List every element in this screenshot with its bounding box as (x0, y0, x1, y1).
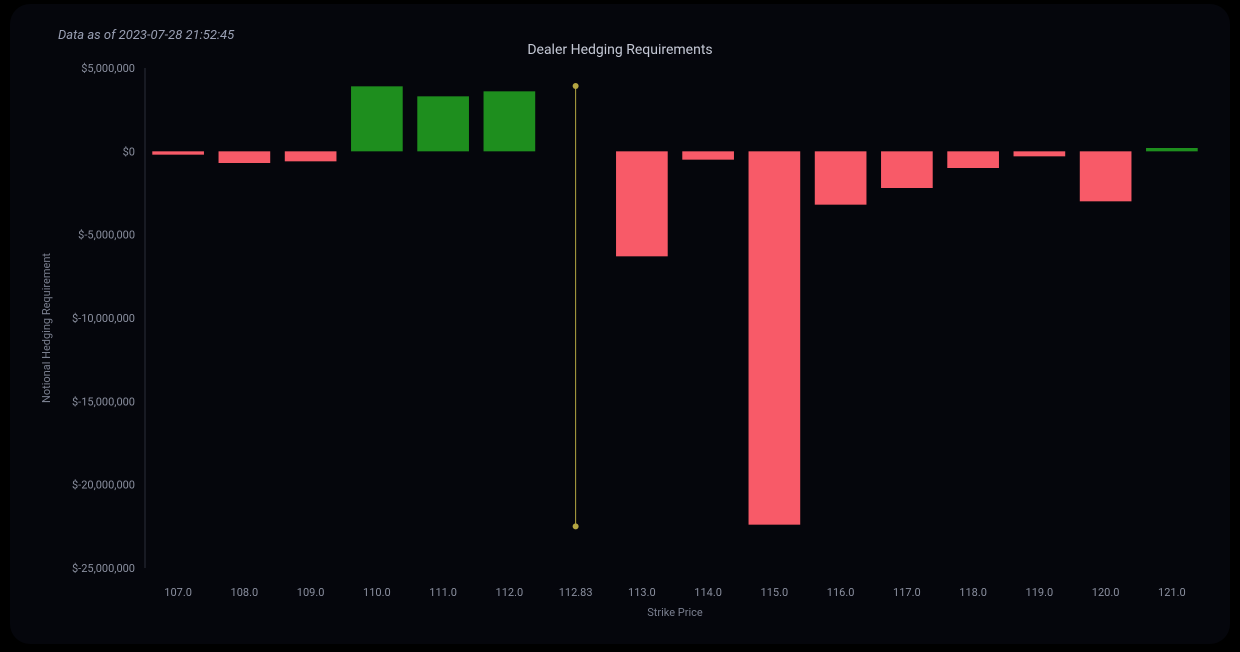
bar (682, 151, 734, 159)
y-tick-label: $-5,000,000 (78, 229, 135, 242)
bar (881, 151, 933, 188)
bar (815, 151, 867, 204)
y-tick-label: $-15,000,000 (72, 395, 135, 408)
x-tick-label: 111.0 (429, 586, 457, 599)
y-tick-label: $-25,000,000 (72, 562, 135, 575)
bar (947, 151, 999, 168)
bar (1146, 148, 1198, 151)
bar (616, 151, 668, 256)
x-tick-label: 116.0 (827, 586, 855, 599)
x-tick-label: 108.0 (231, 586, 259, 599)
y-tick-label: $-20,000,000 (72, 479, 135, 492)
y-tick-label: $5,000,000 (81, 62, 135, 75)
chart-panel: Data as of 2023-07-28 21:52:45 Dealer He… (10, 4, 1230, 644)
data-timestamp: Data as of 2023-07-28 21:52:45 (58, 28, 234, 43)
chart-title: Dealer Hedging Requirements (10, 42, 1230, 58)
x-tick-label: 107.0 (164, 586, 192, 599)
bar (219, 151, 271, 163)
x-tick-label: 110.0 (363, 586, 391, 599)
bar (285, 151, 337, 161)
bar (152, 151, 204, 154)
x-tick-label: 112.0 (496, 586, 524, 599)
x-tick-label: 115.0 (761, 586, 789, 599)
bar (417, 96, 469, 151)
x-tick-label: 117.0 (893, 586, 921, 599)
bar (749, 151, 801, 524)
bar (484, 91, 536, 151)
y-tick-label: $0 (123, 145, 135, 158)
bar (1080, 151, 1132, 201)
x-tick-label: 113.0 (628, 586, 656, 599)
x-tick-label: 114.0 (694, 586, 722, 599)
y-axis-label: Notional Hedging Requirement (40, 253, 53, 403)
x-tick-label: 119.0 (1026, 586, 1054, 599)
bar (351, 86, 403, 151)
y-tick-label: $-10,000,000 (72, 312, 135, 325)
x-tick-label: 118.0 (959, 586, 987, 599)
x-tick-label: 121.0 (1158, 586, 1186, 599)
x-axis-label: Strike Price (647, 606, 703, 619)
x-tick-label: 109.0 (297, 586, 325, 599)
chart-plot-area: $5,000,000$0$-5,000,000$-10,000,000$-15,… (145, 68, 1205, 568)
price-marker-dot-top (573, 83, 579, 89)
price-marker-dot-bottom (573, 523, 579, 529)
x-tick-label: 120.0 (1092, 586, 1120, 599)
bar (1014, 151, 1066, 156)
x-tick-label: 112.83 (559, 586, 593, 599)
